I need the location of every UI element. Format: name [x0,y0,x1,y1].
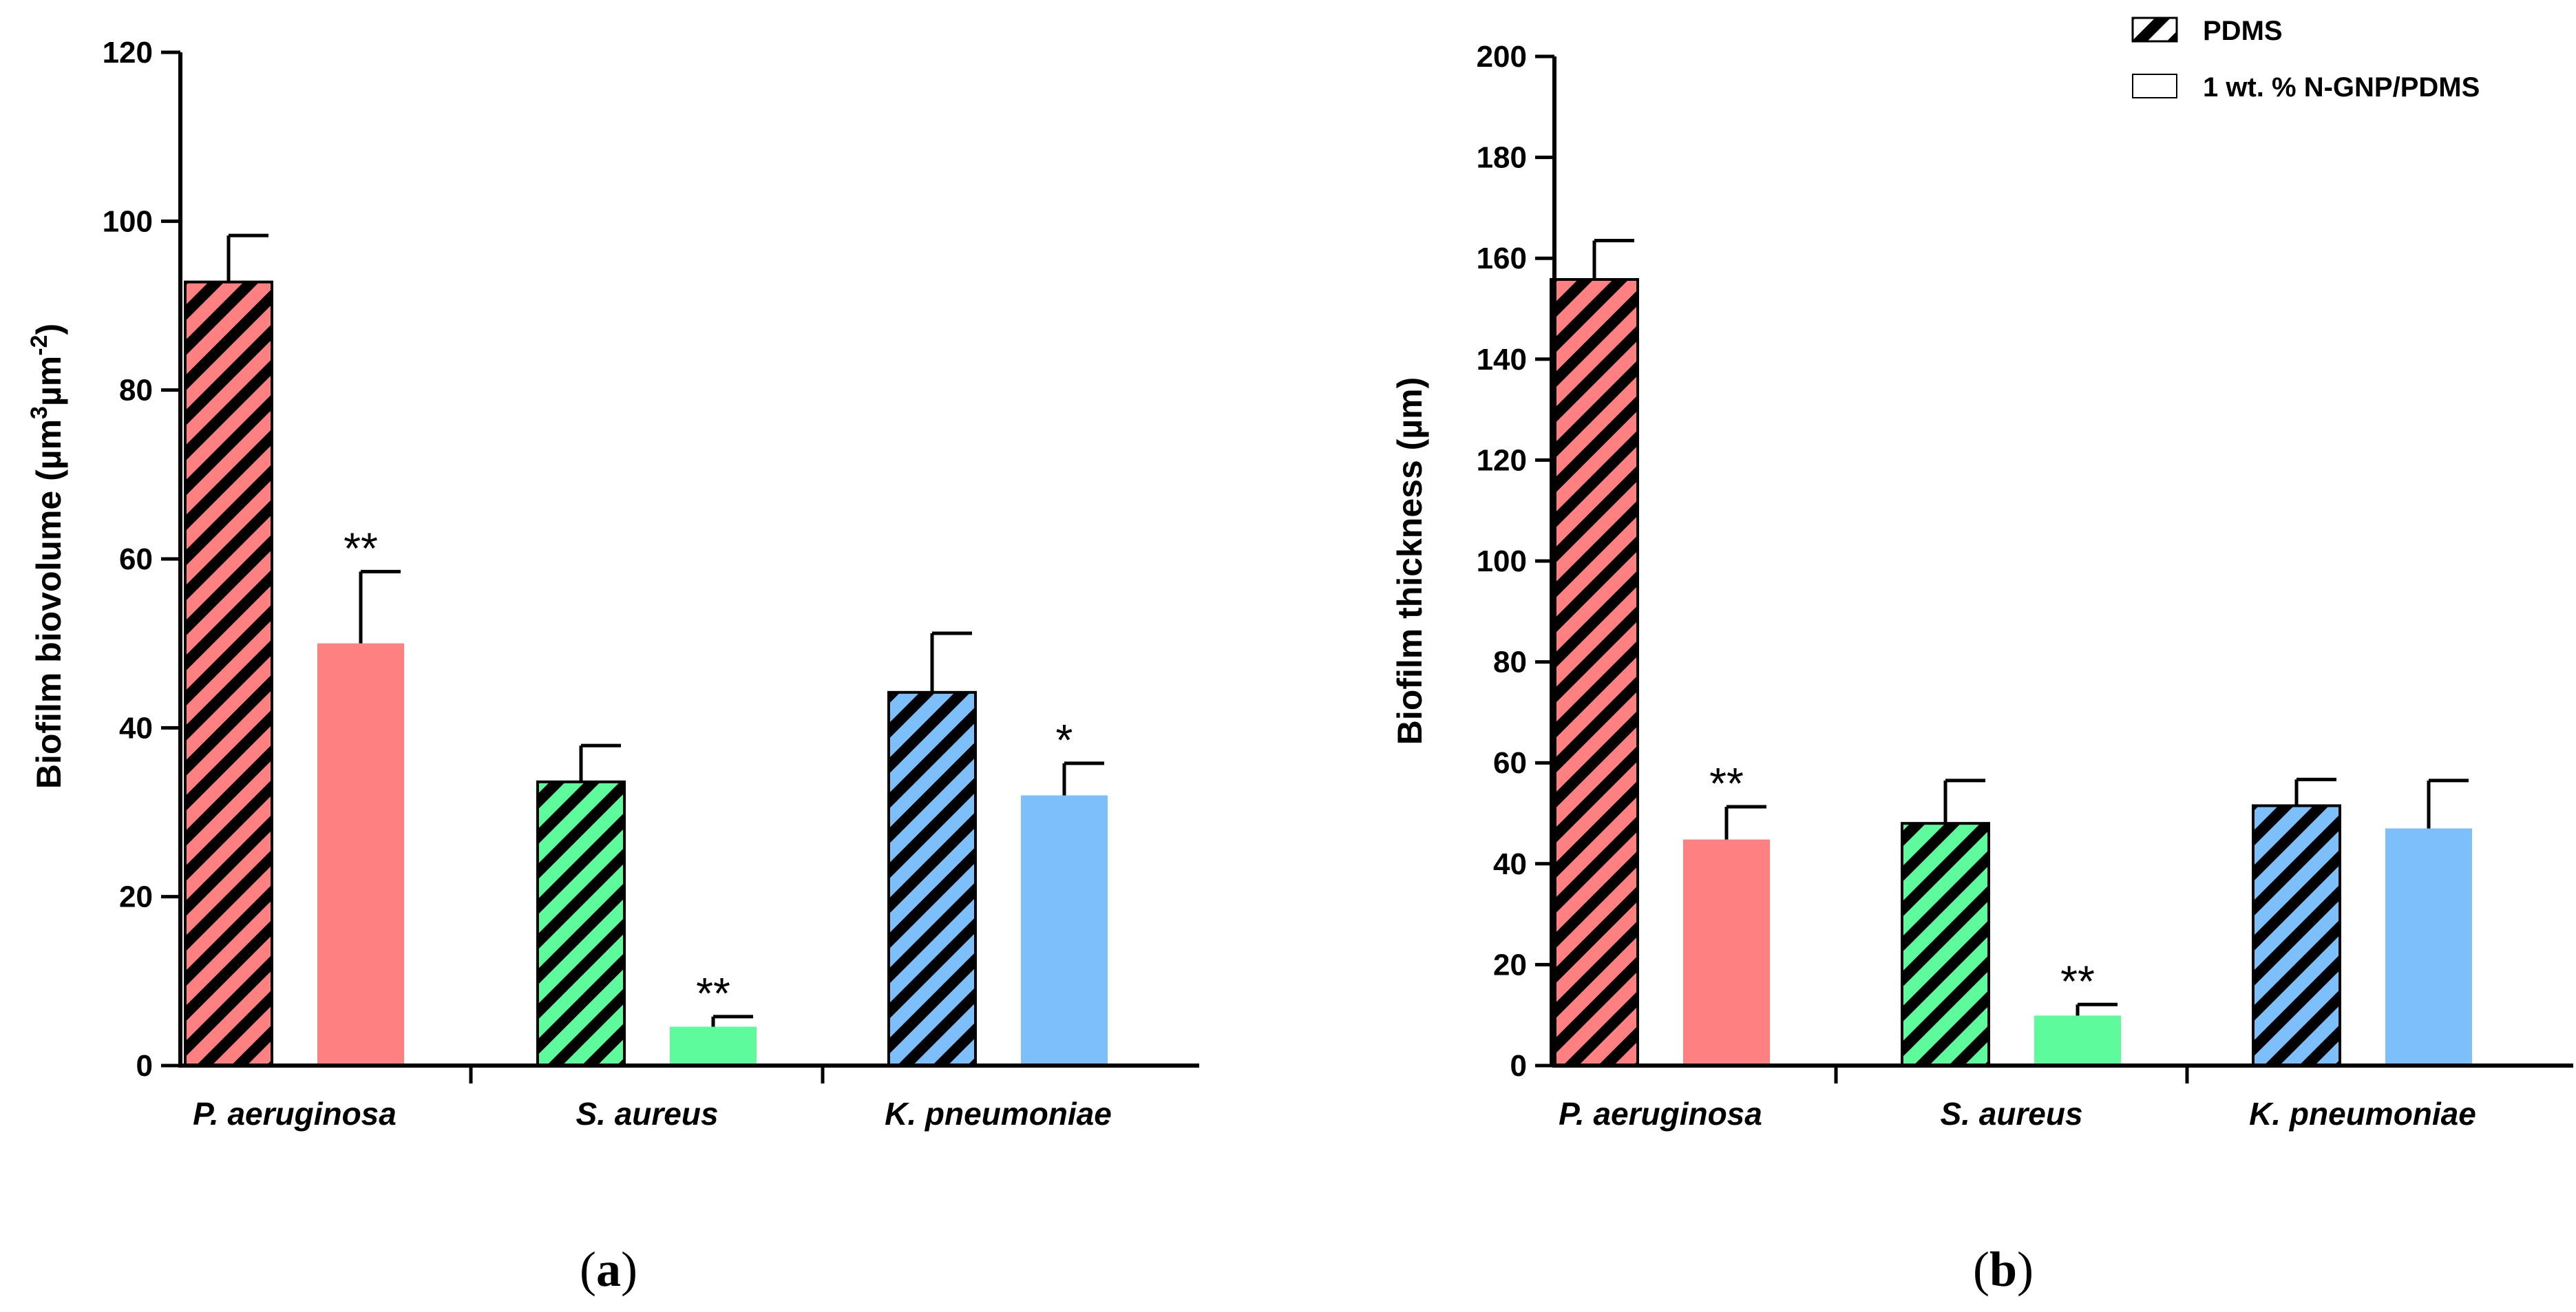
category-label-s-aureus: S. aureus [576,1096,718,1132]
y-tick-label-40: 40 [119,711,153,745]
bar-p-aeruginosa-n-gnp-pdms [317,643,404,1066]
legend-swatch-ngnp [2132,74,2177,98]
legend-label-pdms: PDMS [2203,16,2283,46]
category-label-s-aureus: S. aureus [1940,1096,2082,1132]
y-tick-label-20: 20 [1493,948,1527,982]
error-bar-p-aeruginosa-n-gnp-pdms [359,569,401,644]
panel-b-y-axis-title: Biofilm thickness (µm) [1391,377,1429,745]
y-tick-label-20: 20 [119,880,153,914]
y-tick-label-200: 200 [1477,40,1527,74]
panel-a-error-bars [226,233,1104,1027]
bar-p-aeruginosa-pdms [184,280,273,1067]
panel-b-chart: 0 20 40 60 80 100 120 140 160 180 200 P. aeruginos… [1391,40,2573,1297]
panel-a-bars [184,280,1108,1067]
y-tick-label-120: 120 [103,36,153,70]
bar-s-aureus-pdms [1901,822,1990,1068]
error-bar-p-aeruginosa-pdms [226,233,268,282]
error-bar-p-aeruginosa-pdms [1592,239,1634,279]
panel-b-error-bars [1592,239,2469,1016]
panel-a-category-labels: P. aeruginosa S. aureus K. pneumoniae [193,1096,1112,1132]
legend-label-ngnp: 1 wt. % N-GNP/PDMS [2203,72,2480,103]
panel-b-bars [1550,277,2472,1068]
significance-p-aeruginosa: ** [1709,759,1744,808]
bar-k-pneumoniae-n-gnp-pdms [2385,828,2472,1066]
bar-s-aureus-n-gnp-pdms [670,1026,757,1066]
legend: PDMS 1 wt. % N-GNP/PDMS [2131,16,2480,103]
panel-b-category-labels: P. aeruginosa S. aureus K. pneumoniae [1559,1096,2476,1132]
y-tick-label-120: 120 [1477,443,1527,477]
y-tick-label-160: 160 [1477,242,1527,275]
y-tick-label-140: 140 [1477,343,1527,377]
bar-s-aureus-pdms [536,780,626,1067]
panel-a-y-ticks: 0 20 40 60 80 100 120 [103,36,180,1083]
y-tick-label-100: 100 [1477,544,1527,578]
y-tick-label-180: 180 [1477,141,1527,175]
panel-a-y-axis-title: Biofilm biovolume (µm3µm-2) [26,324,68,789]
legend-swatch-pdms [2131,17,2178,43]
y-tick-label-0: 0 [1510,1049,1527,1083]
error-bar-k-pneumoniae-pdms [930,631,972,692]
y-tick-label-60: 60 [119,542,153,576]
panel-b-label: (b) [1973,1242,2034,1297]
y-tick-label-60: 60 [1493,746,1527,780]
y-tick-label-80: 80 [1493,646,1527,679]
error-bar-s-aureus-n-gnp-pdms [2076,1002,2118,1016]
error-bar-k-pneumoniae-pdms [2294,777,2336,806]
panel-b-y-ticks: 0 20 40 60 80 100 120 140 160 180 200 [1477,40,1554,1083]
significance-s-aureus: ** [696,969,730,1018]
error-bar-k-pneumoniae-n-gnp-pdms [1062,761,1104,796]
category-label-p-aeruginosa: P. aeruginosa [193,1096,397,1132]
category-label-k-pneumoniae: K. pneumoniae [885,1096,1112,1132]
panel-a-label: (a) [580,1242,637,1297]
error-bar-p-aeruginosa-n-gnp-pdms [1724,805,1766,840]
y-tick-label-80: 80 [119,374,153,408]
significance-k-pneumoniae: * [1056,715,1073,765]
bar-k-pneumoniae-pdms [2252,804,2341,1067]
category-label-p-aeruginosa: P. aeruginosa [1559,1096,1762,1132]
significance-p-aeruginosa: ** [344,523,378,573]
y-tick-label-0: 0 [136,1049,153,1083]
bar-s-aureus-n-gnp-pdms [2034,1015,2121,1066]
error-bar-s-aureus-pdms [579,743,621,782]
significance-s-aureus: ** [2060,956,2095,1006]
bar-p-aeruginosa-n-gnp-pdms [1683,839,1770,1066]
y-tick-label-40: 40 [1493,847,1527,881]
error-bar-s-aureus-n-gnp-pdms [711,1015,753,1027]
bar-k-pneumoniae-pdms [887,690,977,1067]
bar-p-aeruginosa-pdms [1550,277,1639,1068]
error-bar-s-aureus-pdms [1943,779,1985,824]
category-label-k-pneumoniae: K. pneumoniae [2249,1096,2476,1132]
panel-b-significance-marks: ** ** [1709,759,2095,1006]
bar-k-pneumoniae-n-gnp-pdms [1021,795,1108,1066]
y-tick-label-100: 100 [103,204,153,238]
error-bar-k-pneumoniae-n-gnp-pdms [2427,779,2469,829]
panel-a-significance-marks: ***** [344,523,1073,1017]
panel-a-chart: 0 20 40 60 80 100 120 P. aeruginosa S. aureus K.… [26,36,1199,1297]
